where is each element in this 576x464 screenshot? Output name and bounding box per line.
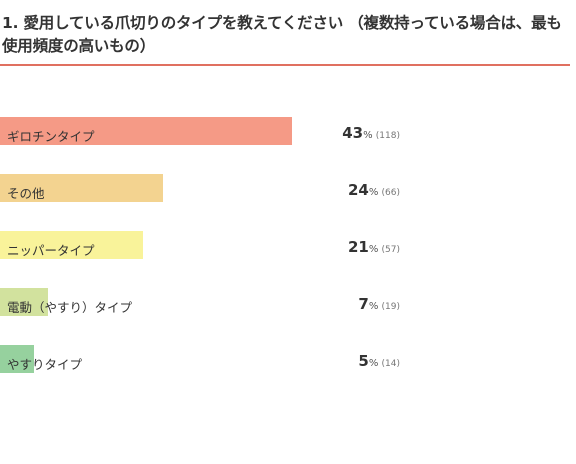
bar bbox=[0, 117, 293, 145]
value-label: 24% (66) bbox=[348, 180, 400, 199]
percent-value: 43 bbox=[342, 124, 364, 142]
percent-value: 24 bbox=[347, 181, 369, 199]
bar-track: その他 bbox=[0, 174, 374, 204]
bar bbox=[0, 288, 48, 316]
bar-track: 電動（やすり）タイプ bbox=[0, 288, 374, 318]
percent-sign: % bbox=[368, 301, 382, 312]
bar-track: やすりタイプ bbox=[0, 345, 374, 375]
title-underline bbox=[0, 64, 570, 66]
category-label: やすりタイプ bbox=[7, 357, 83, 372]
value-label: 7% (19) bbox=[358, 294, 400, 313]
value-label: 21% (57) bbox=[348, 237, 400, 256]
count-value: (118) bbox=[375, 131, 400, 141]
count-value: (66) bbox=[381, 188, 400, 198]
count-value: (19) bbox=[381, 302, 400, 312]
bar-row: ギロチンタイプ 43% (118) bbox=[0, 117, 576, 147]
percent-sign: % bbox=[368, 187, 382, 198]
count-value: (57) bbox=[381, 245, 400, 255]
category-label: その他 bbox=[7, 186, 45, 201]
count-value: (14) bbox=[381, 359, 400, 369]
percent-value: 5 bbox=[358, 352, 369, 370]
bar-track: ギロチンタイプ bbox=[0, 117, 374, 147]
category-label: ニッパータイプ bbox=[7, 243, 95, 258]
bar-row: ニッパータイプ 21% (57) bbox=[0, 231, 576, 261]
bar-row: やすりタイプ 5% (14) bbox=[0, 345, 576, 375]
value-label: 43% (118) bbox=[342, 123, 400, 142]
percent-sign: % bbox=[368, 358, 382, 369]
bar bbox=[0, 345, 34, 373]
bar-row: 電動（やすり）タイプ 7% (19) bbox=[0, 288, 576, 318]
category-label: ギロチンタイプ bbox=[7, 129, 95, 144]
percent-sign: % bbox=[363, 130, 376, 141]
value-label: 5% (14) bbox=[358, 351, 400, 370]
bar bbox=[0, 174, 164, 202]
bar-row: その他 24% (66) bbox=[0, 174, 576, 204]
bar-track: ニッパータイプ bbox=[0, 231, 374, 261]
category-label: 電動（やすり）タイプ bbox=[7, 300, 133, 315]
chart-title: 1. 愛用している爪切りのタイプを教えてください （複数持っている場合は、最も使… bbox=[2, 14, 562, 55]
percent-value: 21 bbox=[347, 238, 369, 256]
bar bbox=[0, 231, 143, 259]
percent-sign: % bbox=[368, 244, 382, 255]
percent-value: 7 bbox=[358, 295, 369, 313]
